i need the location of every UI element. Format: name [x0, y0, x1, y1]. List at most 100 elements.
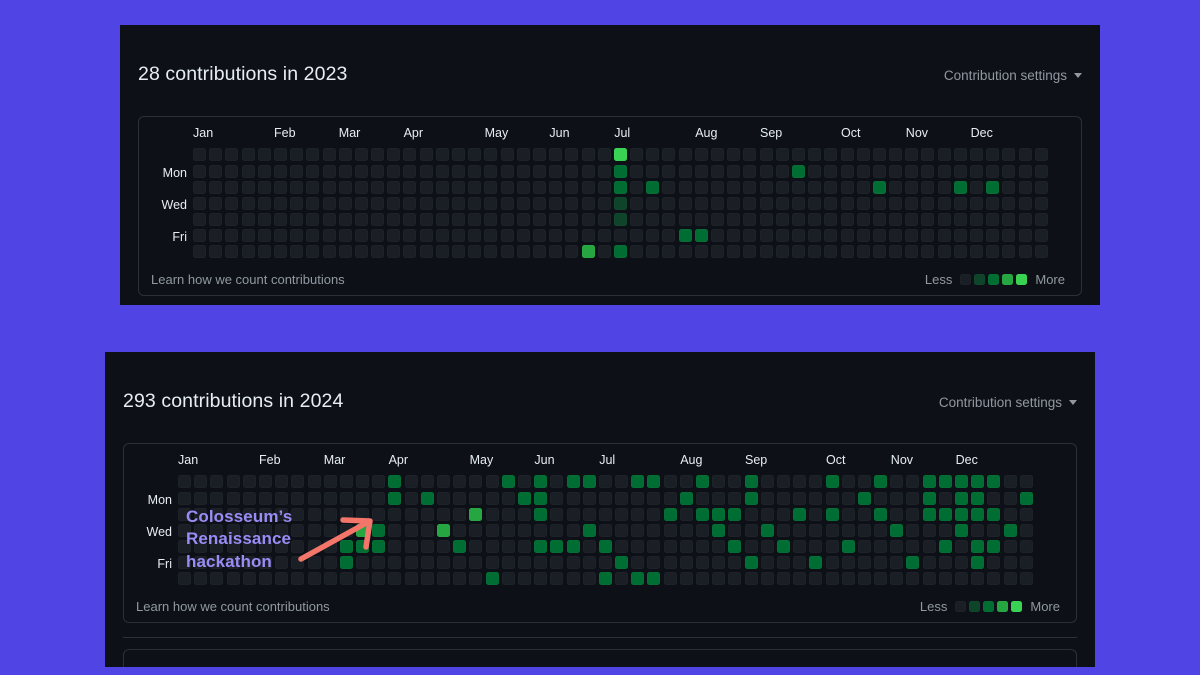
contribution-cell[interactable]: [437, 540, 450, 554]
contribution-cell[interactable]: [986, 180, 1000, 194]
contribution-cell[interactable]: [566, 572, 580, 586]
contribution-cell[interactable]: [565, 245, 579, 259]
contribution-cell[interactable]: [550, 507, 564, 521]
contribution-cell[interactable]: [662, 196, 676, 210]
contribution-cell[interactable]: [419, 213, 433, 227]
contribution-cell[interactable]: [955, 523, 968, 537]
contribution-cell[interactable]: [825, 572, 839, 586]
contribution-cell[interactable]: [581, 180, 595, 194]
contribution-cell[interactable]: [824, 180, 838, 194]
contribution-cell[interactable]: [986, 148, 1000, 162]
contribution-cell[interactable]: [290, 213, 304, 227]
contribution-cell[interactable]: [744, 475, 758, 489]
contribution-cell[interactable]: [694, 180, 708, 194]
contribution-cell[interactable]: [696, 475, 709, 489]
contribution-cell[interactable]: [938, 572, 952, 586]
contribution-cell[interactable]: [193, 213, 206, 227]
contribution-cell[interactable]: [938, 507, 952, 521]
contribution-cell[interactable]: [647, 523, 661, 537]
contribution-cell[interactable]: [678, 229, 692, 243]
contribution-cell[interactable]: [824, 229, 838, 243]
contribution-cell[interactable]: [712, 491, 726, 505]
contribution-cell[interactable]: [906, 491, 920, 505]
contribution-cell[interactable]: [307, 572, 321, 586]
contribution-cell[interactable]: [905, 196, 919, 210]
contribution-cell[interactable]: [534, 507, 548, 521]
contribution-cell[interactable]: [955, 572, 968, 586]
contribution-cell[interactable]: [711, 148, 724, 162]
contribution-cell[interactable]: [874, 475, 888, 489]
contribution-cell[interactable]: [728, 475, 742, 489]
contribution-cell[interactable]: [874, 491, 888, 505]
contribution-cell[interactable]: [452, 148, 465, 162]
contribution-cell[interactable]: [178, 540, 191, 554]
contribution-cell[interactable]: [613, 213, 627, 227]
contribution-cell[interactable]: [273, 148, 287, 162]
contribution-cell[interactable]: [1002, 164, 1016, 178]
contribution-cell[interactable]: [517, 507, 531, 521]
contribution-cell[interactable]: [322, 180, 336, 194]
contribution-cell[interactable]: [856, 148, 870, 162]
contribution-cell[interactable]: [1019, 572, 1033, 586]
contribution-cell[interactable]: [516, 245, 530, 259]
contribution-cell[interactable]: [696, 507, 709, 521]
contribution-cell[interactable]: [921, 229, 935, 243]
contribution-cell[interactable]: [565, 148, 579, 162]
contribution-cell[interactable]: [290, 148, 304, 162]
contribution-cell[interactable]: [338, 245, 352, 259]
contribution-cell[interactable]: [906, 523, 920, 537]
contribution-cell[interactable]: [291, 572, 305, 586]
contribution-cell[interactable]: [452, 180, 465, 194]
contribution-cell[interactable]: [841, 523, 855, 537]
contribution-cell[interactable]: [582, 540, 596, 554]
contribution-cell[interactable]: [744, 523, 758, 537]
contribution-cell[interactable]: [226, 572, 240, 586]
contribution-cell[interactable]: [469, 507, 483, 521]
contribution-cell[interactable]: [922, 475, 936, 489]
contribution-cell[interactable]: [727, 213, 741, 227]
contribution-cell[interactable]: [290, 196, 304, 210]
contribution-cell[interactable]: [662, 213, 676, 227]
contribution-cell[interactable]: [937, 196, 951, 210]
contribution-cell[interactable]: [905, 148, 919, 162]
contribution-cell[interactable]: [712, 540, 726, 554]
contribution-cell[interactable]: [485, 475, 499, 489]
contribution-cell[interactable]: [403, 245, 417, 259]
contribution-cell[interactable]: [630, 196, 644, 210]
contribution-cell[interactable]: [404, 507, 418, 521]
contribution-cell[interactable]: [630, 213, 644, 227]
contribution-cell[interactable]: [953, 180, 967, 194]
contribution-cell[interactable]: [435, 164, 449, 178]
contribution-cell[interactable]: [306, 180, 320, 194]
contribution-cell[interactable]: [791, 213, 805, 227]
contribution-cell[interactable]: [437, 491, 450, 505]
contribution-cell[interactable]: [663, 523, 677, 537]
contribution-cell[interactable]: [824, 196, 838, 210]
contribution-cell[interactable]: [775, 229, 789, 243]
contribution-cell[interactable]: [937, 229, 951, 243]
contribution-cell[interactable]: [565, 213, 579, 227]
contribution-cell[interactable]: [825, 556, 839, 570]
contribution-cell[interactable]: [662, 229, 676, 243]
contribution-cell[interactable]: [1019, 523, 1033, 537]
contribution-cell[interactable]: [550, 475, 564, 489]
contribution-cell[interactable]: [194, 491, 208, 505]
contribution-cell[interactable]: [485, 491, 499, 505]
contribution-cell[interactable]: [453, 523, 467, 537]
contribution-cell[interactable]: [598, 540, 612, 554]
contribution-cell[interactable]: [760, 540, 774, 554]
contribution-cell[interactable]: [485, 523, 499, 537]
contribution-cell[interactable]: [712, 523, 726, 537]
learn-how-we-count-link[interactable]: Learn how we count contributions: [136, 598, 330, 614]
contribution-cell[interactable]: [776, 556, 790, 570]
contribution-cell[interactable]: [566, 540, 580, 554]
contribution-cell[interactable]: [646, 180, 660, 194]
contribution-cell[interactable]: [323, 507, 337, 521]
contribution-cell[interactable]: [890, 523, 904, 537]
contribution-cell[interactable]: [971, 540, 985, 554]
contribution-cell[interactable]: [712, 475, 726, 489]
contribution-cell[interactable]: [242, 540, 256, 554]
contribution-cell[interactable]: [809, 572, 823, 586]
contribution-cell[interactable]: [791, 245, 805, 259]
contribution-cell[interactable]: [694, 164, 708, 178]
